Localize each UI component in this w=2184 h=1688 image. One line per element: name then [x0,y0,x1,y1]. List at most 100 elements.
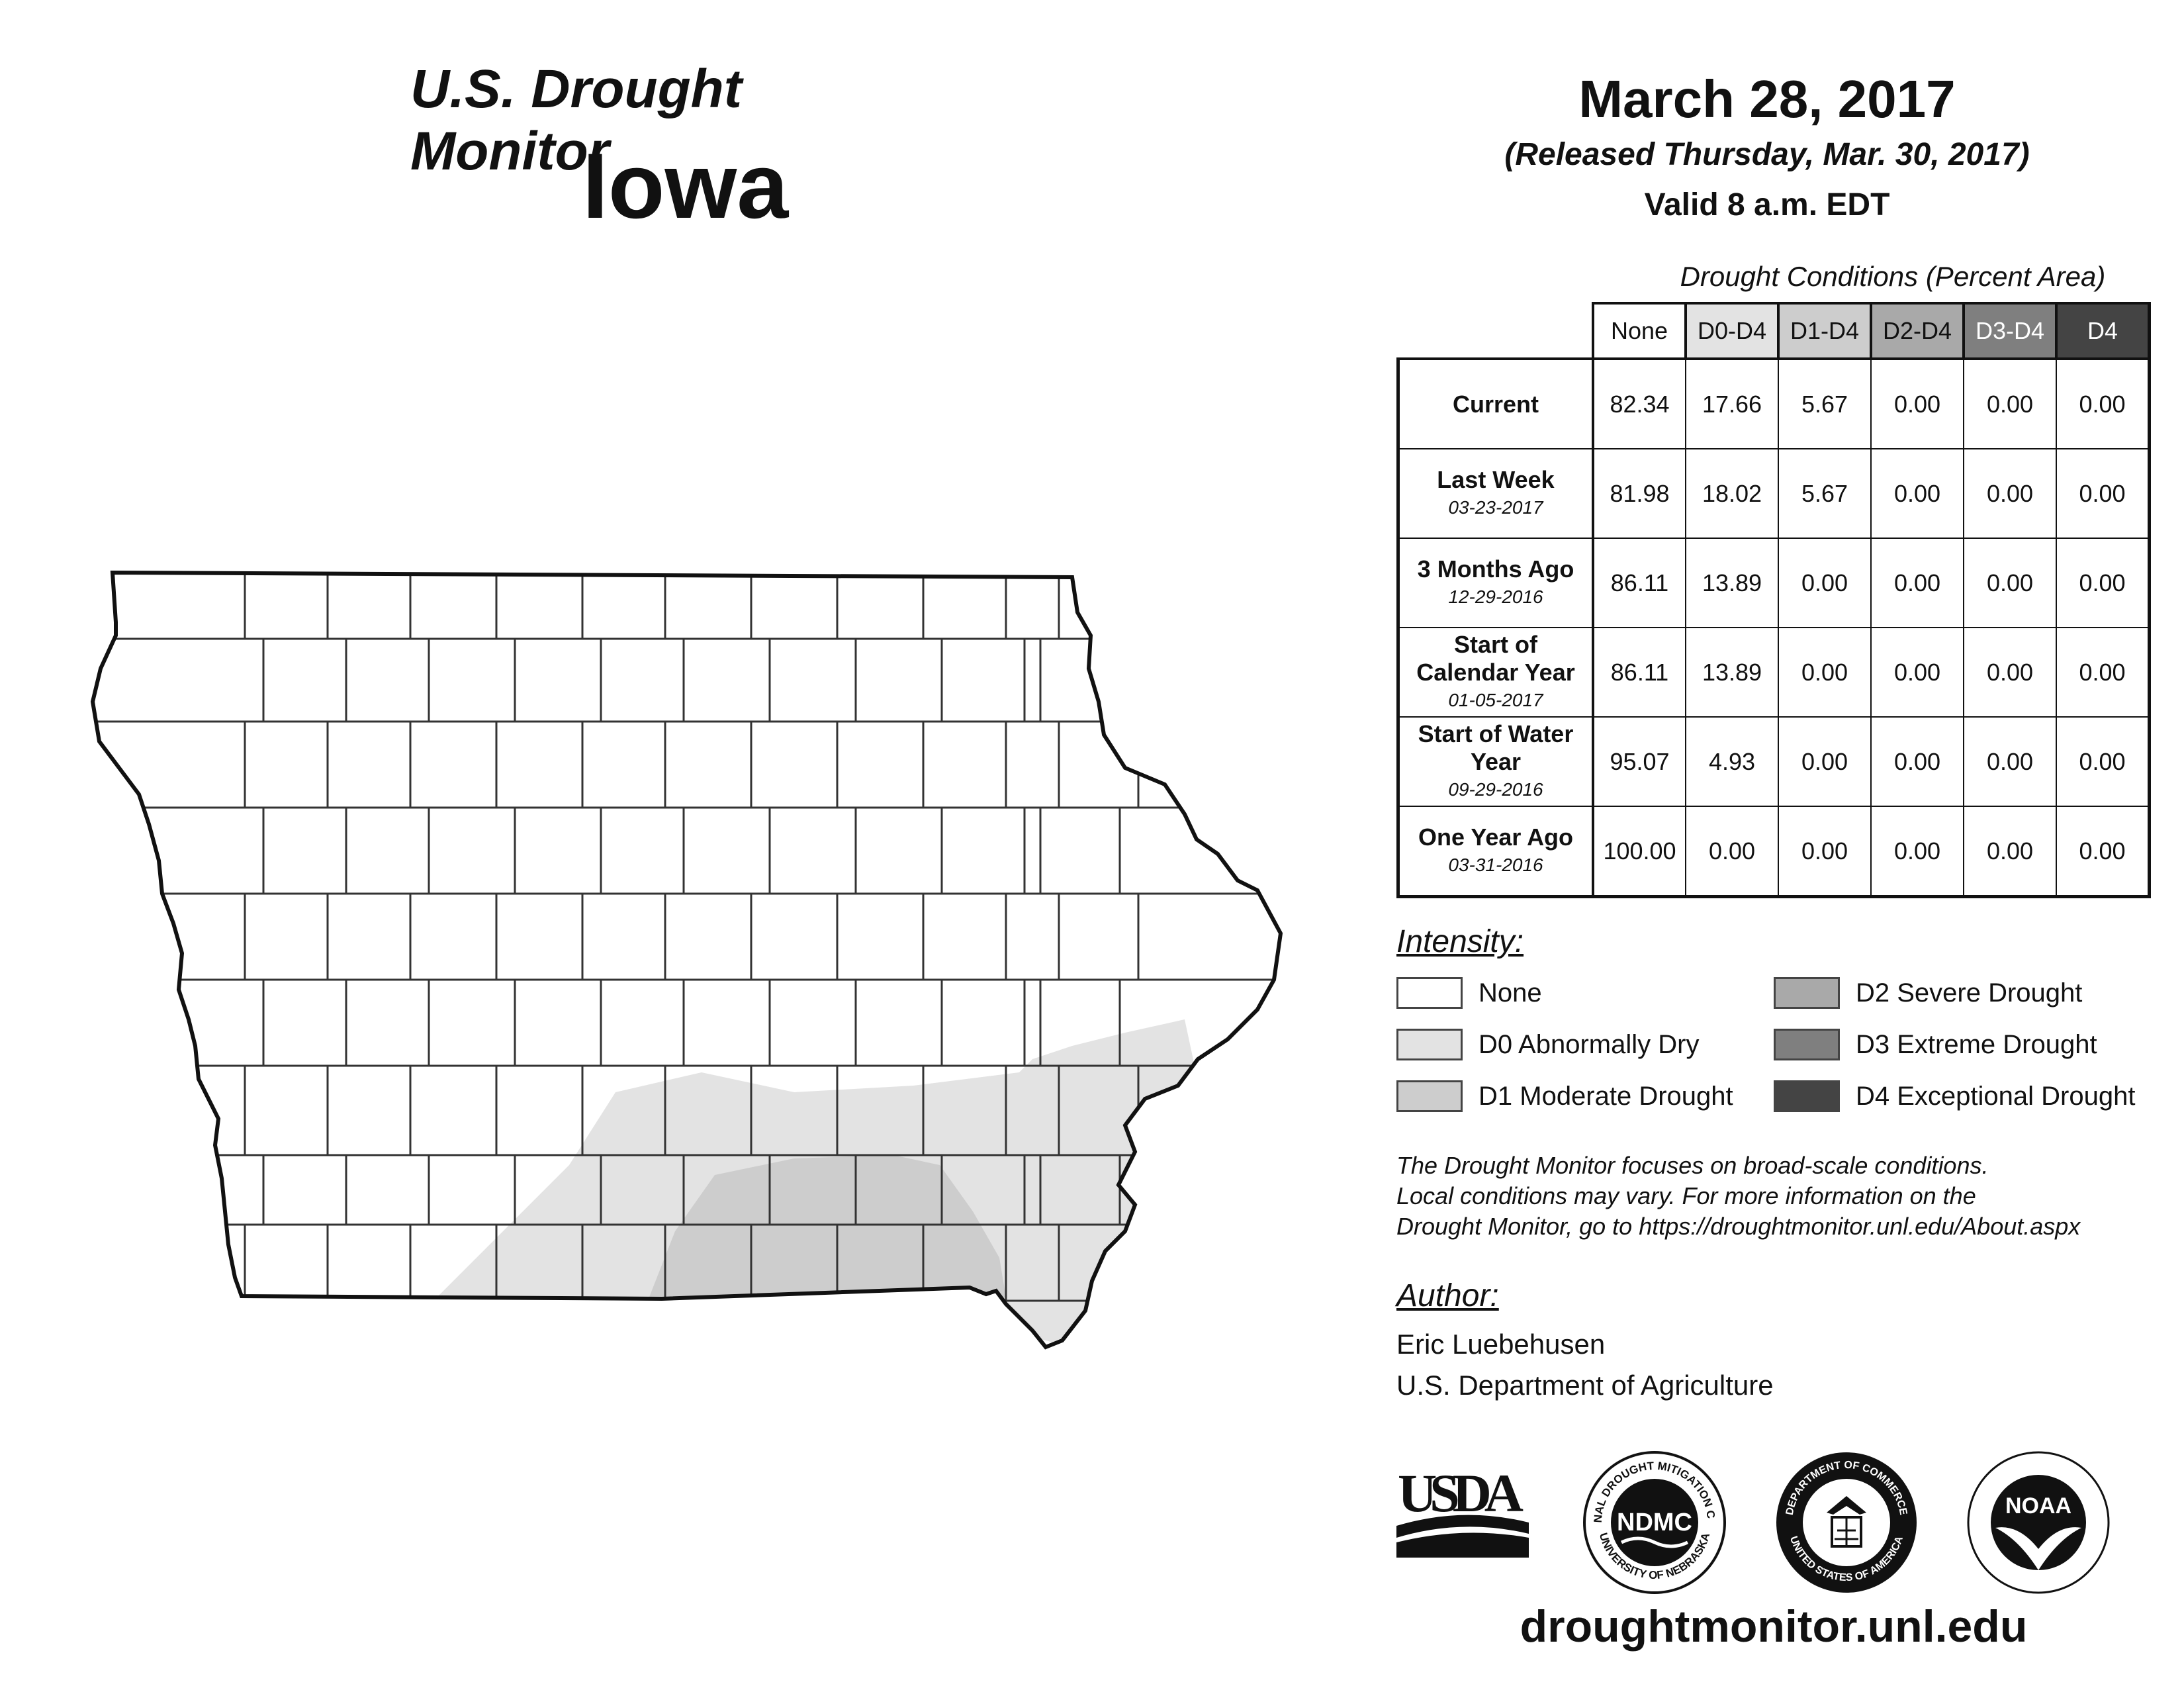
table-cell: 18.02 [1685,448,1779,539]
table-row: Start of Water Year 09-29-2016 95.07 4.93 0.… [1396,716,2151,807]
table-cell: 0.00 [1963,806,2057,898]
table-cell: 86.11 [1592,627,1686,718]
row-label-text: 3 Months Ago [1417,555,1574,583]
table-cell: 0.00 [1963,358,2057,449]
table-cell: 81.98 [1592,448,1686,539]
county-boundaries [93,573,1281,1302]
noaa-logo: NOAA [1967,1451,2110,1594]
state-outline [90,570,1283,1350]
row-label: Start of Water Year 09-29-2016 [1396,716,1594,807]
table-row: 3 Months Ago 12-29-2016 86.11 13.89 0.00 0.00… [1396,538,2151,628]
table-cell: 0.00 [1963,627,2057,718]
table-cell: 100.00 [1592,806,1686,898]
map-series-title: U.S. Drought Monitor [410,59,743,181]
legend-label: D2 Severe Drought [1856,978,2083,1008]
table-cell: 13.89 [1685,627,1779,718]
iowa-drought-map [90,570,1283,1350]
table-cell: 0.00 [1870,806,1964,898]
note-line: Drought Monitor, go to https://droughtmo… [1396,1213,2081,1240]
disclaimer-note: The Drought Monitor focuses on broad-sca… [1396,1150,2158,1242]
table-corner [1398,303,1593,360]
author-block: Eric Luebehusen U.S. Department of Agric… [1396,1324,1774,1406]
table-cell: 0.00 [1685,806,1779,898]
svg-text:USDA: USDA [1398,1463,1524,1523]
table-header-row: None D0-D4 D1-D4 D2-D4 D3-D4 D4 [1398,302,2151,360]
table-row: Current 82.34 17.66 5.67 0.00 0.00 0.00 [1396,358,2151,449]
row-label: Current [1396,358,1594,449]
table-row: Start of Calendar Year 01-05-2017 86.11 13.… [1396,627,2151,718]
row-label-text: Start of Calendar Year [1416,630,1575,686]
legend-item: D2 Severe Drought [1774,977,2082,1009]
legend-item: D3 Extreme Drought [1774,1029,2097,1060]
row-label: Start of Calendar Year 01-05-2017 [1396,627,1594,718]
note-line: The Drought Monitor focuses on broad-sca… [1396,1152,1989,1179]
column-header: D2-D4 [1870,302,1965,360]
table-cell: 0.00 [1778,806,1872,898]
table-cell: 0.00 [1963,538,2057,628]
table-cell: 0.00 [1870,448,1964,539]
row-label-text: Last Week [1437,465,1555,493]
legend-swatch [1396,977,1463,1009]
table-cell: 0.00 [2056,448,2151,539]
table-cell: 0.00 [2056,627,2151,718]
author-org: U.S. Department of Agriculture [1396,1370,1774,1401]
table-cell: 5.67 [1778,358,1872,449]
table-cell: 0.00 [1963,448,2057,539]
ndmc-logo: NATIONAL DROUGHT MITIGATION CENTER UNIVE… [1582,1450,1726,1594]
website-link[interactable]: droughtmonitor.unl.edu [1520,1601,2028,1652]
drought-conditions-table: None D0-D4 D1-D4 D2-D4 D3-D4 D4 Current 82.34 1… [1396,302,2151,898]
legend-swatch [1774,1029,1840,1060]
map-date: March 28, 2017 [1578,70,1956,128]
column-header: D0-D4 [1684,302,1780,360]
legend-label: D4 Exceptional Drought [1856,1081,2136,1111]
legend-item: D0 Abnormally Dry [1396,1029,1699,1060]
row-date: 12-29-2016 [1448,586,1543,607]
table-caption: Drought Conditions (Percent Area) [1680,261,2106,292]
column-header: D4 [2055,302,2151,360]
row-date: 01-05-2017 [1448,689,1543,710]
table-cell: 0.00 [1778,538,1872,628]
legend-swatch [1396,1029,1463,1060]
legend-label: D3 Extreme Drought [1856,1029,2097,1059]
d1-area [649,1155,1006,1307]
svg-text:NDMC: NDMC [1617,1509,1692,1536]
column-header: D1-D4 [1777,302,1872,360]
table-cell: 0.00 [2056,538,2151,628]
legend-label: None [1479,978,1542,1008]
table-cell: 86.11 [1592,538,1686,628]
legend-heading: Intensity: [1396,924,1524,959]
note-line: Local conditions may vary. For more info… [1396,1182,1976,1209]
commerce-seal: DEPARTMENT OF COMMERCE UNITED STATES OF … [1776,1452,1917,1593]
table-cell: 0.00 [1870,538,1964,628]
legend-label: D0 Abnormally Dry [1479,1029,1700,1059]
table-cell: 5.67 [1778,448,1872,539]
table-cell: 0.00 [2056,806,2151,898]
release-date: (Released Thursday, Mar. 30, 2017) [1504,137,2030,172]
usda-logo: USDA [1396,1463,1529,1558]
svg-text:NOAA: NOAA [2005,1493,2071,1519]
legend-label: D1 Moderate Drought [1479,1081,1733,1111]
table-cell: 82.34 [1592,358,1686,449]
row-label-text: Start of Water Year [1418,720,1574,775]
legend-swatch [1396,1080,1463,1112]
table-cell: 13.89 [1685,538,1779,628]
row-label: 3 Months Ago 12-29-2016 [1396,538,1594,628]
row-date: 03-31-2016 [1448,854,1543,875]
table-cell: 0.00 [1778,627,1872,718]
table-row: One Year Ago 03-31-2016 100.00 0.00 0.00 0.00… [1396,806,2151,898]
author-name: Eric Luebehusen [1396,1329,1606,1360]
table-cell: 0.00 [1870,716,1964,807]
row-label-text: One Year Ago [1418,823,1574,851]
row-label: Last Week 03-23-2017 [1396,448,1594,539]
table-cell: 95.07 [1592,716,1686,807]
table-cell: 4.93 [1685,716,1779,807]
row-label-text: Current [1452,390,1539,418]
legend-swatch [1774,977,1840,1009]
legend-swatch [1774,1080,1840,1112]
table-cell: 0.00 [1870,627,1964,718]
table-cell: 0.00 [1963,716,2057,807]
legend-item: D1 Moderate Drought [1396,1080,1733,1112]
row-date: 09-29-2016 [1448,778,1543,800]
legend-item: None [1396,977,1542,1009]
table-cell: 0.00 [2056,716,2151,807]
